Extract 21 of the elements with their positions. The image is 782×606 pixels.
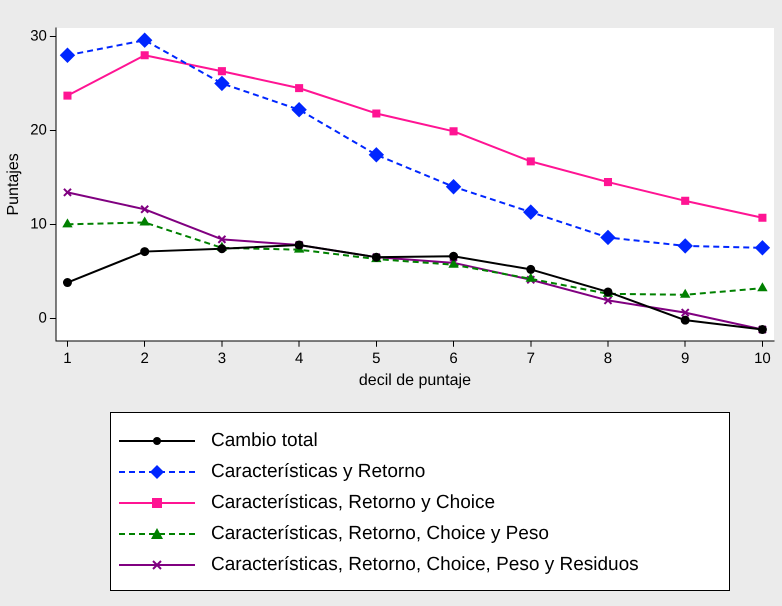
legend-label: Características y Retorno <box>211 460 426 482</box>
x-tick-label: 9 <box>681 350 690 367</box>
x-tick-label: 8 <box>604 350 612 367</box>
x-tick-label: 4 <box>294 350 304 367</box>
y-tick-label: 10 <box>30 215 47 232</box>
y-axis-title: Puntajes <box>5 153 22 216</box>
x-tick-label: 5 <box>372 350 381 367</box>
x-tick-label: 2 <box>140 350 149 367</box>
x-tick-label: 10 <box>754 350 771 367</box>
legend-label: Características, Retorno y Choice <box>211 492 496 514</box>
legend-label: Características, Retorno, Choice y Peso <box>211 522 549 544</box>
legend-label: Características, Retorno, Choice, Peso y Residuos <box>211 554 639 576</box>
x-tick-label: 1 <box>63 350 72 367</box>
x-tick-label: 7 <box>526 350 535 367</box>
x-tick-label: 3 <box>218 350 226 367</box>
legend-label: Cambio total <box>211 430 318 452</box>
x-tick-label: 6 <box>449 350 458 367</box>
y-tick-label: 0 <box>38 309 47 326</box>
y-tick-label: 30 <box>30 28 47 45</box>
y-tick-label: 20 <box>30 122 47 139</box>
x-axis-title: decil de puntaje <box>358 372 472 389</box>
